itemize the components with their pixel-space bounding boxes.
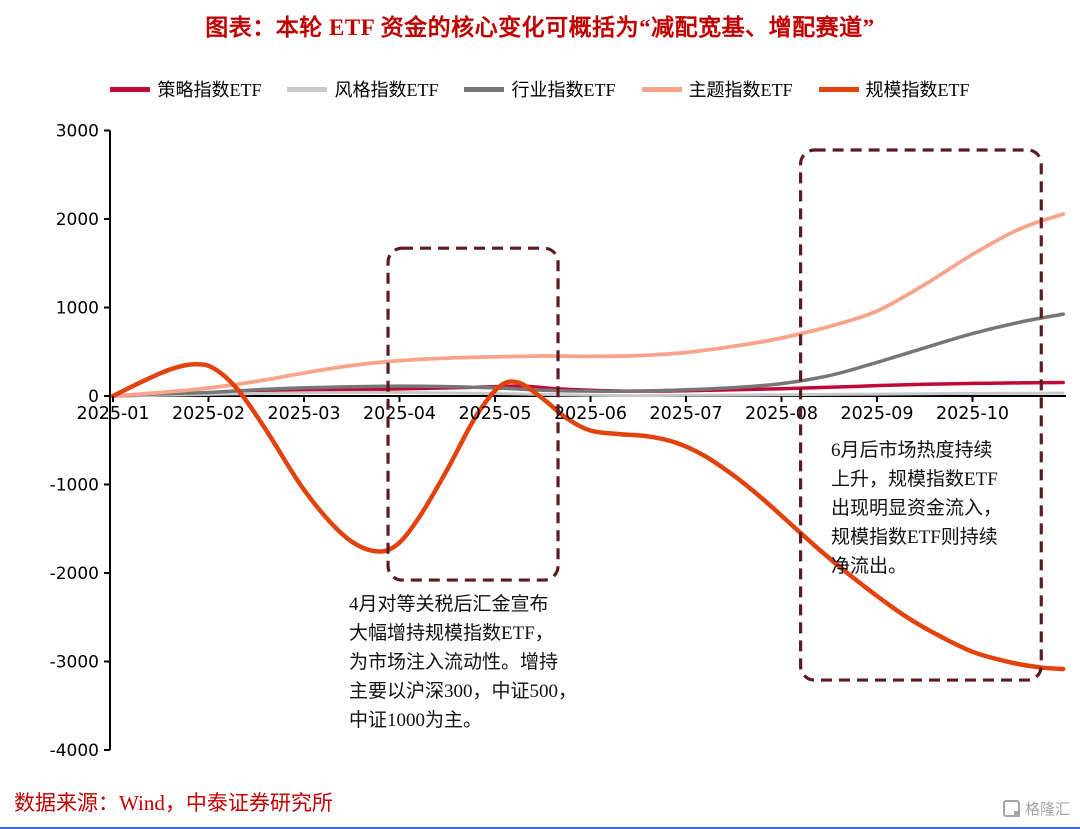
legend-swatch bbox=[287, 86, 328, 92]
x-tick-label: 2025-08 bbox=[745, 404, 818, 424]
annotation-note-april: 4月对等关税后汇金宣布 大幅增持规模指数ETF， 为市场注入流动性。增持 主要以… bbox=[349, 594, 578, 731]
y-tick-label: -2000 bbox=[50, 564, 99, 584]
annotation-box-2 bbox=[798, 148, 1043, 682]
y-tick-label: 1000 bbox=[56, 299, 99, 319]
legend-label: 策略指数ETF bbox=[157, 80, 262, 100]
legend-item: 规模指数ETF bbox=[818, 76, 970, 102]
x-tick-label: 2025-03 bbox=[267, 404, 340, 424]
legend-item: 策略指数ETF bbox=[110, 76, 261, 102]
chart-legend: 策略指数ETF 风格指数ETF 行业指数ETF 主题指数ETF 规模指数ETF bbox=[0, 76, 1080, 102]
x-tick-label: 2025-01 bbox=[76, 404, 149, 424]
x-tick-label: 2025-02 bbox=[172, 404, 245, 424]
legend-swatch bbox=[464, 86, 505, 92]
y-tick-label: -4000 bbox=[50, 741, 99, 761]
page-title: 图表：本轮 ETF 资金的核心变化可概括为“减配宽基、增配赛道” bbox=[205, 15, 875, 40]
series-line-主题指数ETF bbox=[111, 212, 1066, 398]
legend-label: 行业指数ETF bbox=[511, 80, 616, 100]
y-tick-label: 3000 bbox=[56, 122, 99, 142]
legend-label: 规模指数ETF bbox=[865, 80, 970, 100]
gelonghui-logo-text: 格隆汇 bbox=[1024, 802, 1070, 818]
series-line-风格指数ETF bbox=[111, 390, 1065, 398]
legend-swatch bbox=[110, 86, 151, 92]
legend-label: 主题指数ETF bbox=[688, 80, 793, 100]
y-tick-label: 2000 bbox=[56, 210, 99, 230]
legend-swatch bbox=[641, 86, 682, 92]
annotation-box-1 bbox=[386, 246, 560, 582]
y-tick-label: 0 bbox=[88, 387, 99, 407]
legend-item: 行业指数ETF bbox=[464, 76, 616, 102]
x-tick-label: 2025-04 bbox=[363, 404, 436, 424]
annotation-note-june: 6月后市场热度持续 上升，规模指数ETF 出现明显资金流入， 规模指数ETF则持… bbox=[831, 440, 1003, 577]
gelonghui-logo: 格隆汇 bbox=[1002, 798, 1070, 819]
x-tick-label: 2025-06 bbox=[554, 404, 627, 424]
legend-item: 风格指数ETF bbox=[287, 76, 438, 102]
x-tick-label: 2025-10 bbox=[936, 404, 1009, 424]
x-tick-label: 2025-09 bbox=[840, 404, 913, 424]
x-tick-label: 2025-07 bbox=[649, 404, 722, 424]
legend-swatch bbox=[818, 86, 859, 92]
y-tick-label: -1000 bbox=[50, 476, 99, 496]
series-line-规模指数ETF bbox=[110, 361, 1066, 672]
x-tick-label: 2025-05 bbox=[458, 404, 531, 424]
series-line-行业指数ETF bbox=[111, 312, 1065, 398]
legend-item: 主题指数ETF bbox=[641, 76, 793, 102]
y-tick-label: -3000 bbox=[50, 653, 99, 673]
data-source-text: 数据来源：Wind，中泰证券研究所 bbox=[14, 791, 333, 815]
legend-label: 风格指数ETF bbox=[334, 80, 439, 100]
gelonghui-logo-icon bbox=[1002, 800, 1020, 817]
